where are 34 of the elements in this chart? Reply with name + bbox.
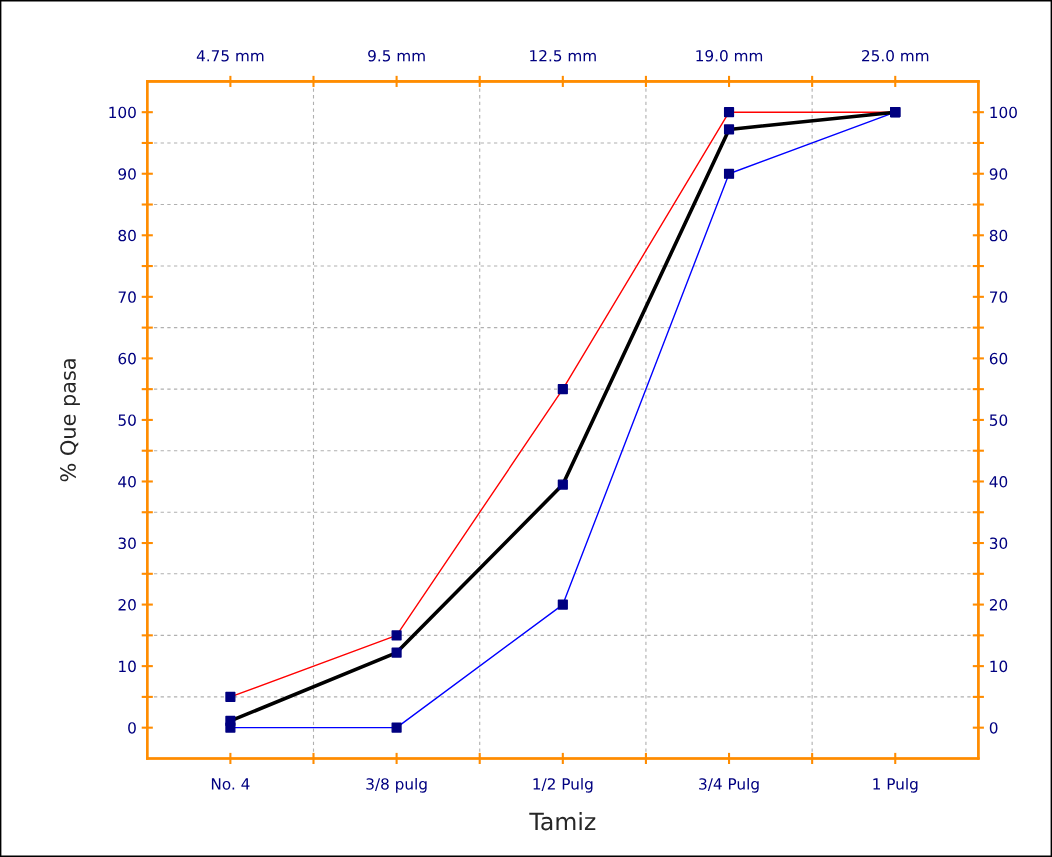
x-tick-label: 1/2 Pulg xyxy=(533,777,593,793)
x-tick-label: 3/8 pulg xyxy=(366,777,427,793)
x-tick-label: No. 4 xyxy=(211,778,250,790)
y2-tick-label: 10 xyxy=(990,660,1008,673)
text: 9.5 mm xyxy=(368,49,425,62)
y-tick-label: 60 xyxy=(118,352,136,365)
y2-tick-label: 60 xyxy=(989,352,1008,365)
x-tick-label: 1 Pulg xyxy=(873,777,918,793)
y-tick-label: 30 xyxy=(118,537,136,550)
y-tick-label: 10 xyxy=(119,660,136,673)
y2-tick-label: 100 xyxy=(990,106,1017,119)
y2-tick-label: 20 xyxy=(989,599,1008,611)
text: 12.5 mm xyxy=(530,49,596,62)
y-tick-label: 20 xyxy=(118,599,136,611)
x-axis-title: Tamiz xyxy=(529,812,596,831)
text: 4.75 mm xyxy=(196,50,264,62)
y2-tick-label: 50 xyxy=(989,414,1008,426)
y2-tick-label: 80 xyxy=(989,229,1008,242)
y2-tick-label: 30 xyxy=(989,537,1008,550)
y-axis-title: % Que pasa xyxy=(60,359,80,482)
y-tick-label: 40 xyxy=(118,475,136,488)
y-tick-label: 100 xyxy=(109,106,136,119)
x-tick-label: 3/4 Pulg xyxy=(699,777,759,793)
y-tick-label: 80 xyxy=(118,229,136,242)
y2-tick-label: 70 xyxy=(990,291,1008,303)
y2-tick-label: 90 xyxy=(989,168,1008,180)
text: 25.0 mm xyxy=(862,49,929,62)
y-tick-label: 0 xyxy=(128,722,136,734)
y-tick-label: 90 xyxy=(118,168,136,180)
y2-tick-label: 0 xyxy=(989,722,998,734)
y-tick-label: 50 xyxy=(118,414,136,426)
text: 19.0 mm xyxy=(696,49,763,62)
y-tick-label: 70 xyxy=(118,291,136,303)
y2-tick-label: 40 xyxy=(989,475,1008,488)
